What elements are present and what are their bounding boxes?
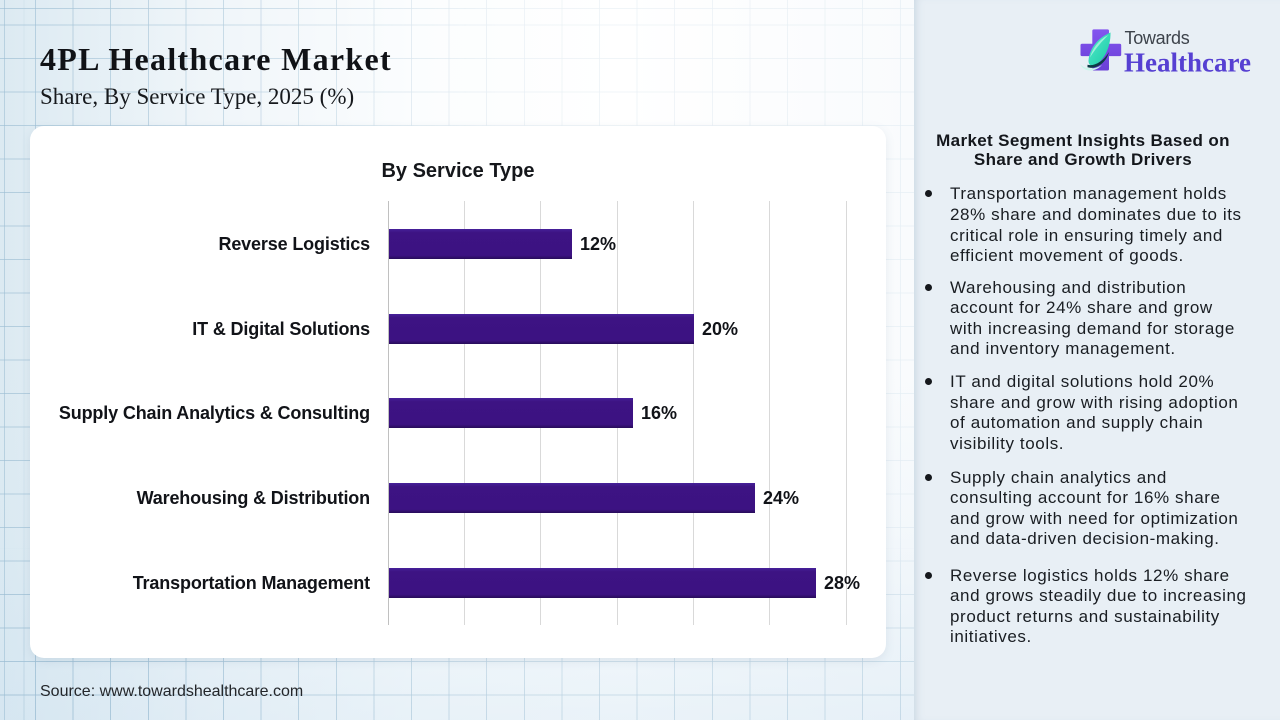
svg-text:Towards: Towards	[1125, 28, 1190, 48]
svg-text:Healthcare: Healthcare	[1124, 48, 1251, 78]
